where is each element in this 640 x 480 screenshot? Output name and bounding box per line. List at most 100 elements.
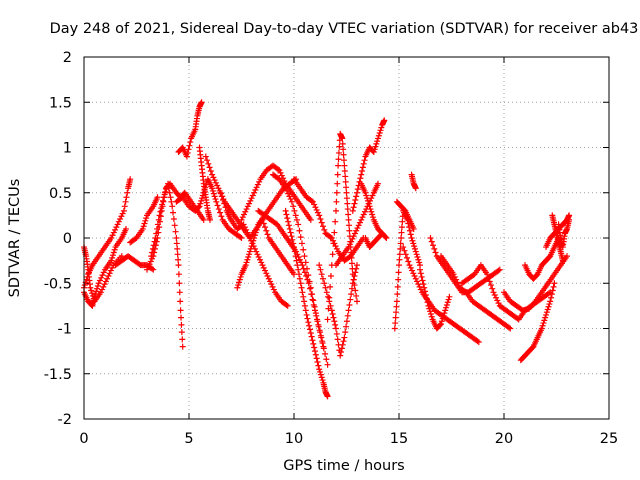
y-axis-label: SDTVAR / TECUs [7,179,23,298]
data-point [411,243,418,250]
data-point [334,180,341,187]
data-point [253,248,260,255]
data-point [293,216,300,223]
data-point [350,276,357,283]
data-point [175,271,182,278]
data-point [545,303,552,310]
data-point [319,223,326,230]
data-point [345,244,352,251]
data-point [424,299,431,306]
data-point [539,322,546,329]
data-point [154,221,161,228]
data-point [330,314,337,321]
data-point [345,307,352,314]
data-point [361,157,368,164]
data-point [264,273,271,280]
data-point [304,265,311,272]
data-point [507,325,514,332]
data-point [549,287,556,294]
data-point [375,132,382,139]
data-point [306,278,313,285]
data-point [104,275,111,282]
data-point [209,185,216,192]
data-point [119,210,126,217]
data-point [296,271,303,278]
data-point [340,146,347,153]
data-point [331,318,338,325]
data-point [393,303,400,310]
data-point [550,283,557,290]
data-point [344,200,351,207]
data-point [455,282,462,289]
data-point [179,343,186,350]
data-point [310,340,317,347]
data-point [446,293,453,300]
data-point [108,235,115,241]
data-point [199,195,206,202]
data-point [312,204,319,211]
data-point [168,198,175,205]
data-point [318,271,325,278]
data-point [378,124,385,131]
data-point [320,343,327,350]
sat-trace-1 [81,176,134,291]
data-point [94,282,101,289]
data-point [238,216,245,223]
sat-trace-5 [127,194,161,246]
data-point [263,270,270,277]
data-point [243,226,250,233]
data-point [411,273,418,280]
data-point [174,245,181,252]
data-point [311,201,318,208]
data-point [542,314,549,321]
data-point [316,262,323,269]
data-point [260,220,267,227]
x-tick-label: 0 [79,431,88,447]
data-point [300,293,307,300]
data-point [270,286,277,293]
data-point [177,307,184,314]
data-point [243,259,250,266]
data-point [237,234,244,241]
data-point [117,215,124,222]
data-point [445,296,452,303]
data-point [81,282,88,289]
data-point [362,189,369,196]
data-point [198,197,205,204]
data-point [343,184,350,191]
data-point [358,216,365,223]
data-point [244,256,251,263]
data-point [383,235,390,241]
data-point [317,371,324,378]
data-point [324,393,331,400]
data-point [302,259,309,266]
data-point [438,318,445,325]
data-point [326,298,333,305]
data-point [545,290,552,297]
sat-trace-27 [408,171,419,192]
data-point [111,246,118,253]
sat-trace-20 [316,262,360,359]
data-point [361,208,368,215]
data-point [220,196,227,203]
data-point [294,262,301,269]
data-point [152,235,159,241]
data-point [248,195,255,202]
data-point [317,332,324,339]
data-point [408,235,415,241]
x-tick-label: 15 [390,431,408,447]
data-point [118,213,125,220]
data-point [291,248,298,255]
data-point [170,215,177,222]
data-point [354,298,360,305]
data-point [348,260,355,267]
data-point [356,219,363,226]
data-point [99,286,106,293]
data-point [341,168,348,175]
data-point [351,230,358,237]
data-point [248,243,255,250]
data-point [102,278,109,285]
data-point [412,185,419,192]
data-point [149,255,156,262]
data-point [145,263,152,270]
